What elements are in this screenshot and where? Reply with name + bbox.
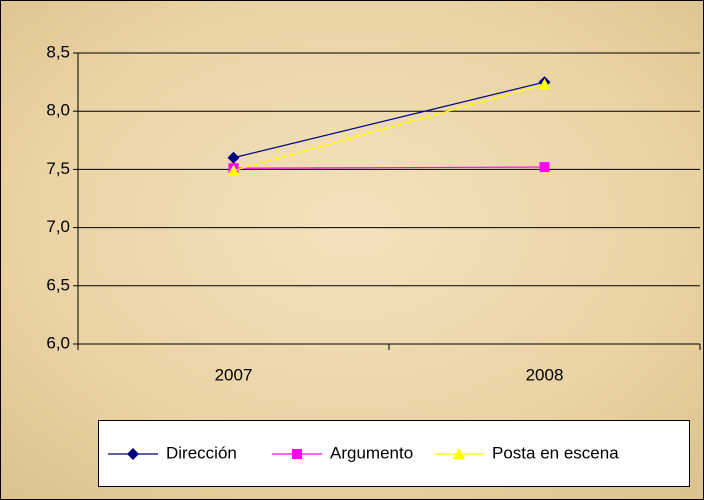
x-tick-label: 2007 bbox=[215, 365, 253, 384]
y-tick-label: 8,0 bbox=[46, 101, 70, 120]
legend-label: Posta en escena bbox=[492, 443, 619, 462]
y-tick-label: 7,5 bbox=[46, 159, 70, 178]
y-tick-label: 7,0 bbox=[46, 217, 70, 236]
legend-label: Argumento bbox=[330, 443, 413, 462]
series-line bbox=[233, 166, 545, 169]
marker bbox=[539, 162, 550, 173]
marker bbox=[453, 448, 465, 459]
y-tick-label: 8,5 bbox=[46, 42, 70, 61]
legend-label: Dirección bbox=[166, 443, 237, 462]
series-line bbox=[233, 83, 545, 172]
marker bbox=[227, 164, 240, 176]
series-line bbox=[233, 81, 545, 159]
x-tick-label: 2008 bbox=[526, 365, 564, 384]
marker bbox=[127, 448, 139, 460]
marker bbox=[292, 449, 302, 459]
y-tick-label: 6,0 bbox=[46, 333, 70, 352]
y-tick-label: 6,5 bbox=[46, 275, 70, 294]
legend-box bbox=[98, 420, 690, 487]
marker bbox=[227, 151, 240, 164]
marker bbox=[538, 78, 551, 90]
